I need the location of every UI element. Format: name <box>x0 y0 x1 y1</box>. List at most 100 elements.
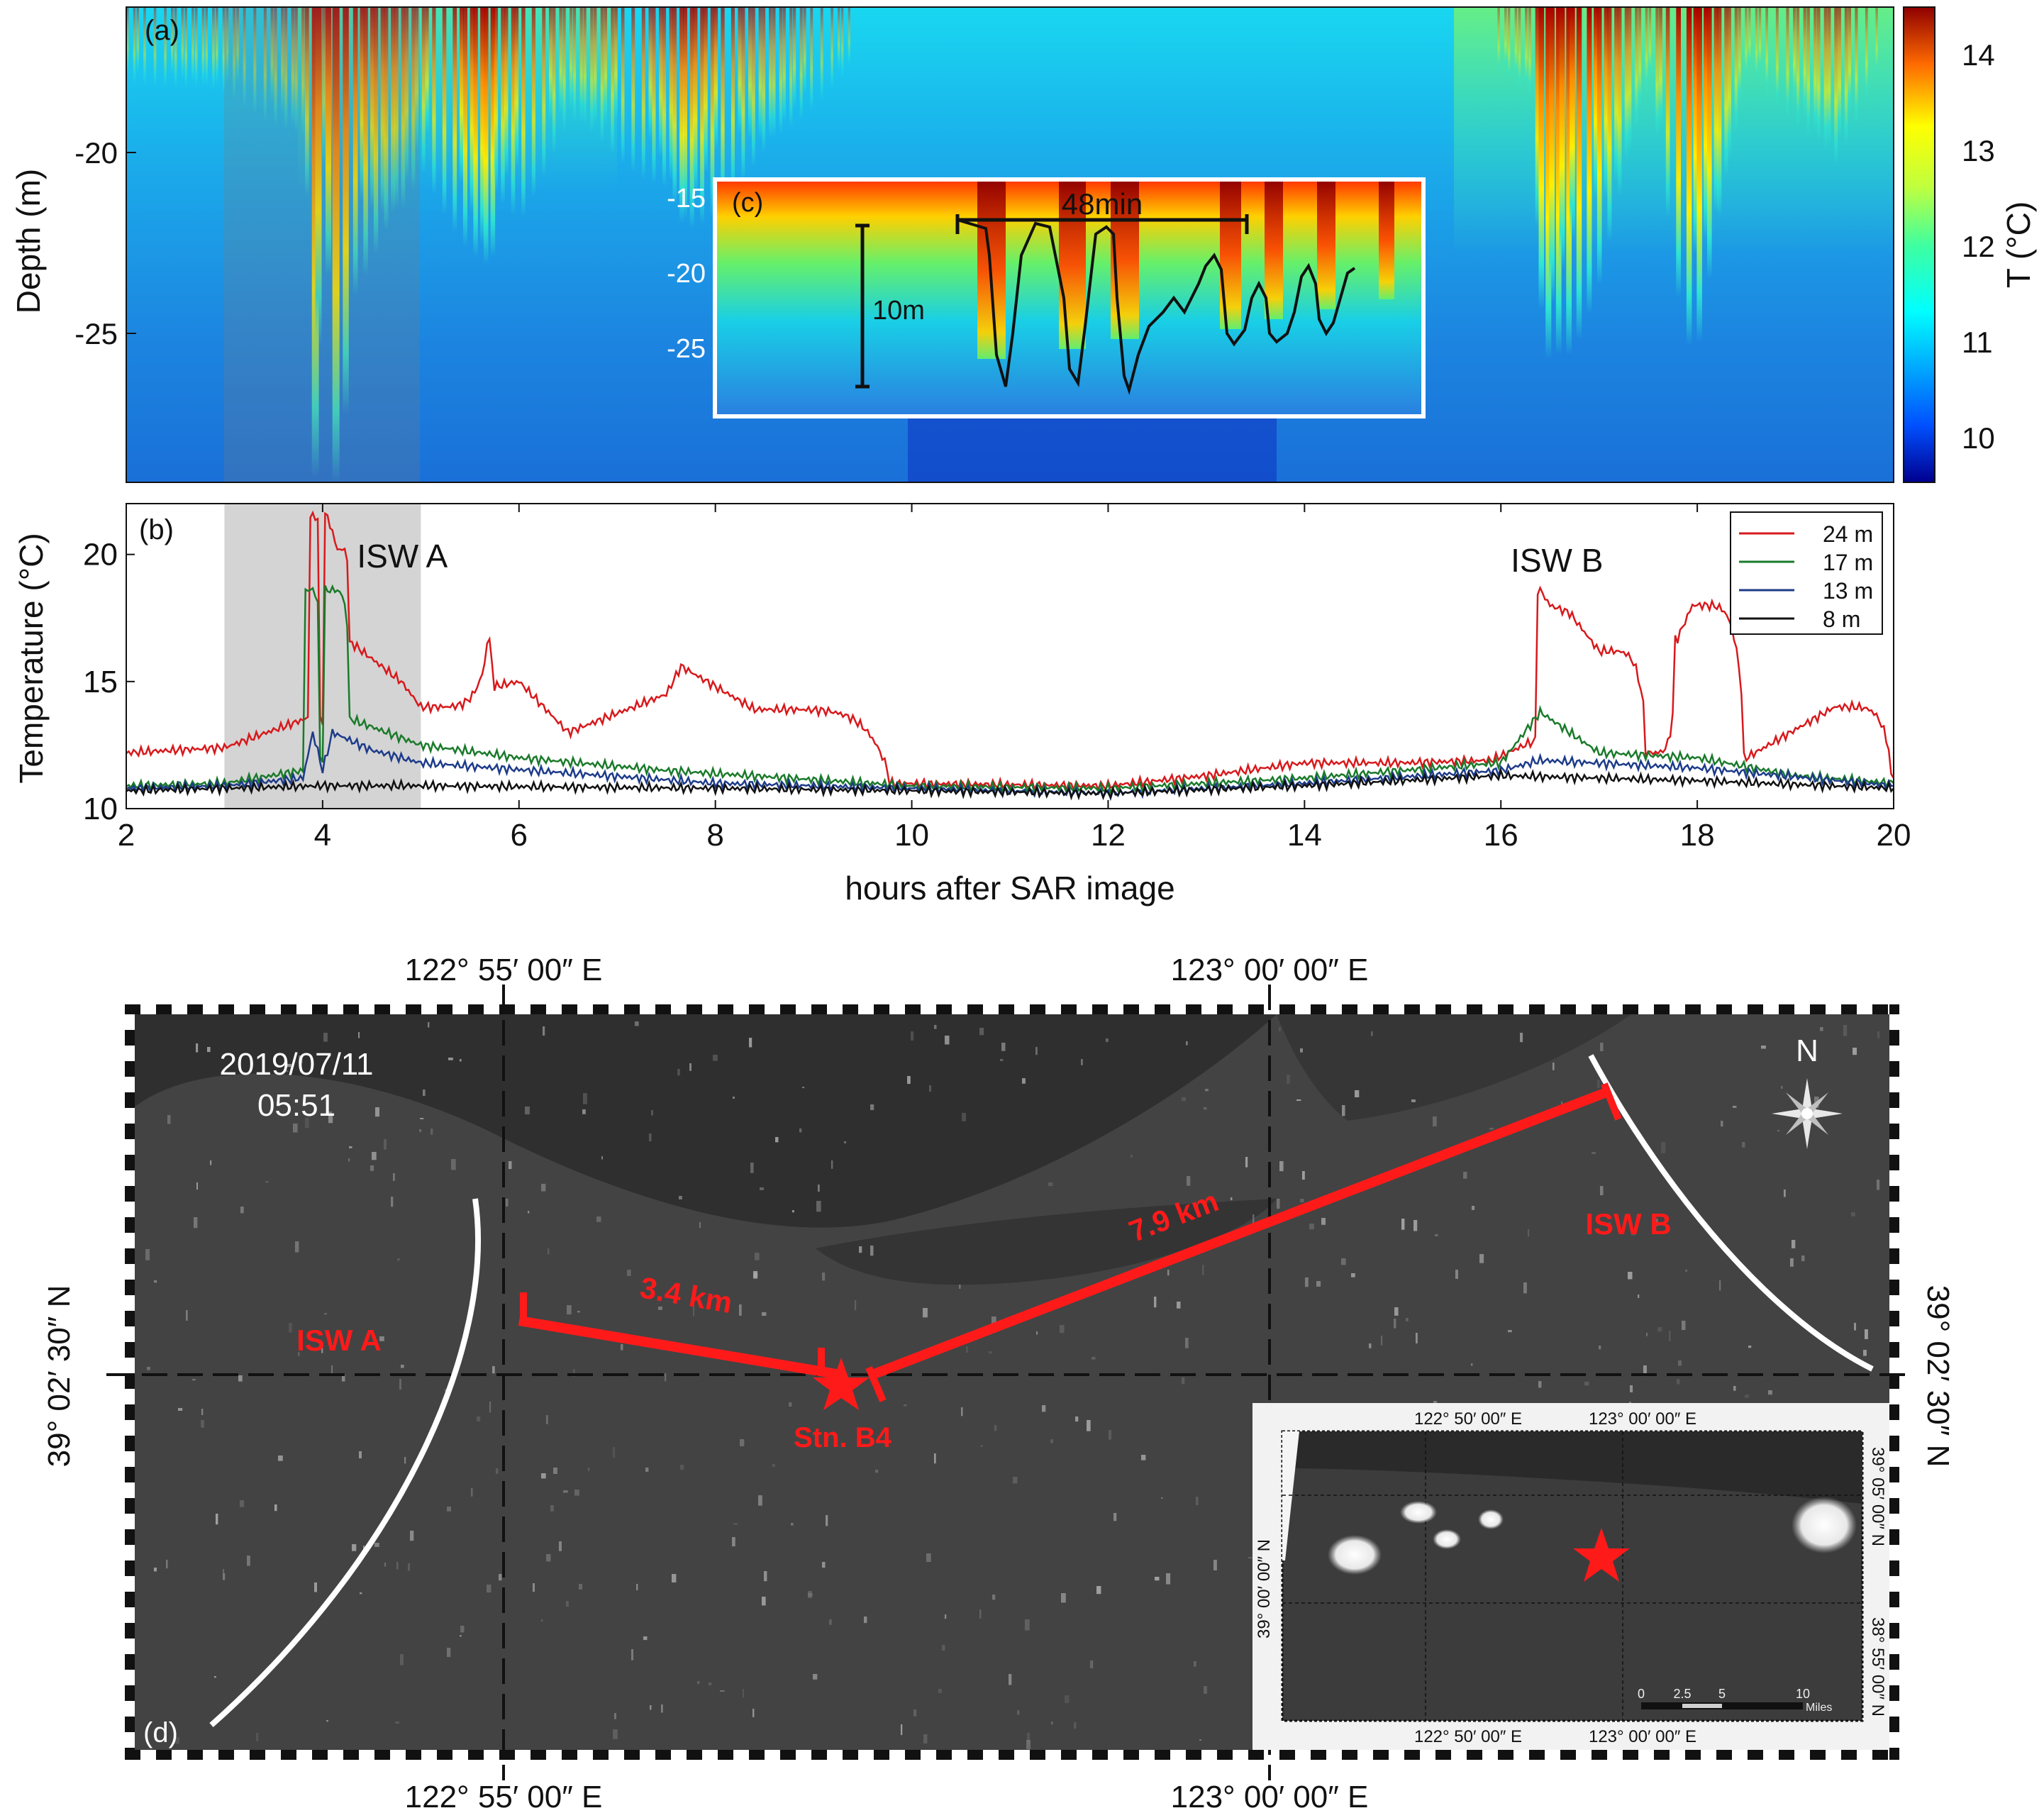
heatmap-streak <box>452 7 457 232</box>
heatmap-streak <box>803 7 806 95</box>
sar-speckle-dot <box>923 1308 928 1318</box>
sar-speckle-dot <box>945 1614 947 1619</box>
inset-c-warm-intrusion <box>1265 182 1283 319</box>
sar-speckle-dot <box>750 1163 754 1173</box>
heatmap-streak <box>1628 7 1632 152</box>
sar-speckle-dot <box>1609 1222 1611 1225</box>
heatmap-streak <box>1497 7 1500 75</box>
sar-speckle-dot <box>989 1351 993 1354</box>
heatmap-streak <box>1717 7 1722 217</box>
sar-speckle-dot <box>1300 1048 1303 1053</box>
sar-speckle-dot <box>1630 1385 1633 1392</box>
sar-speckle-dot <box>1369 1343 1372 1348</box>
heatmap-streak <box>683 7 687 218</box>
heatmap-streak <box>693 7 698 196</box>
sar-speckle-dot <box>147 1367 150 1370</box>
sar-speckle-dot <box>1167 1270 1170 1276</box>
sar-speckle-dot <box>567 1305 572 1315</box>
sar-speckle-dot <box>1027 1733 1031 1743</box>
sar-speckle-dot <box>1182 1097 1187 1102</box>
sar-speckle-dot <box>1790 1258 1794 1267</box>
heatmap-streak <box>294 7 298 132</box>
sar-speckle-dot <box>1087 1420 1091 1431</box>
sar-speckle-dot <box>1721 1121 1723 1127</box>
overview-scale-tick-25: 2.5 <box>1673 1687 1691 1701</box>
colorbar-tick-12: 12 <box>1962 230 1995 263</box>
heatmap-streaks <box>126 7 1878 482</box>
heatmap-streak <box>222 7 226 92</box>
sar-speckle-dot <box>677 1069 680 1076</box>
sar-speckle-dot <box>238 1375 243 1382</box>
sar-speckle-dot <box>175 1737 180 1744</box>
sar-speckle-dot <box>1628 1272 1633 1280</box>
sar-speckle-dot <box>1279 1027 1281 1032</box>
sar-speckle-dot <box>323 1033 328 1042</box>
heatmap-streak <box>284 7 288 130</box>
sar-speckle-dot <box>154 1568 157 1572</box>
sar-speckle-dot <box>961 1407 963 1416</box>
sar-speckle-dot <box>360 1592 362 1595</box>
heatmap-streak <box>1570 7 1575 239</box>
sar-speckle-dot <box>1413 1220 1418 1231</box>
sar-speckle-dot <box>289 1323 292 1333</box>
b-ytick-label-10: 10 <box>83 792 118 826</box>
sar-speckle-dot <box>293 1124 298 1133</box>
sar-speckle-dot <box>1406 1318 1409 1321</box>
heatmap-streak <box>1549 7 1555 303</box>
sar-speckle-dot <box>533 1583 535 1592</box>
heatmap-streak <box>326 7 332 276</box>
heatmap-streak <box>1704 7 1709 239</box>
sar-speckle-dot <box>541 1619 543 1622</box>
sar-speckle-dot <box>818 1185 820 1192</box>
sar-speckle-dot <box>328 1111 333 1116</box>
heatmap-streak <box>480 7 485 244</box>
sar-speckle-dot <box>1205 1089 1209 1092</box>
sar-speckle-dot <box>1678 1360 1682 1366</box>
sar-speckle-dot <box>420 1118 424 1119</box>
sar-speckle-dot <box>934 1025 937 1029</box>
overview-lon-top-1: 122° 50′ 00″ E <box>1414 1409 1522 1429</box>
sar-speckle-dot <box>913 1709 917 1717</box>
heatmap-streak <box>460 7 464 183</box>
heatmap-streak <box>184 7 187 89</box>
heatmap-streak <box>174 7 177 89</box>
sar-speckle-dot <box>223 1573 226 1580</box>
sar-speckle-dot <box>579 1584 583 1590</box>
heatmap-streak <box>1793 7 1796 102</box>
heatmap-streak <box>394 7 399 207</box>
sar-speckle-dot <box>1051 1721 1053 1725</box>
sar-speckle-dot <box>295 1241 299 1253</box>
heatmap-streak <box>552 7 556 155</box>
sar-speckle-dot <box>661 1704 663 1713</box>
sar-speckle-dot <box>1643 1365 1647 1377</box>
sar-speckle-dot <box>829 1619 832 1625</box>
heatmap-streak <box>600 7 604 144</box>
heatmap-streak <box>143 7 146 87</box>
sar-speckle-dot <box>1060 1325 1065 1334</box>
sar-speckle-dot <box>758 1495 762 1506</box>
heatmap-streak <box>1758 7 1762 74</box>
sar-speckle-dot <box>1553 1063 1555 1070</box>
sar-speckle-dot <box>375 1107 379 1117</box>
sar-speckle-dot <box>352 1544 357 1551</box>
sar-speckle-dot <box>286 1070 289 1072</box>
heatmap-streak <box>1504 7 1507 71</box>
heatmap-streak <box>594 7 597 125</box>
sar-speckle-dot <box>1381 1336 1383 1346</box>
colorbar-tick-14: 14 <box>1962 38 1995 72</box>
sar-speckle-dot <box>720 1690 725 1692</box>
isw-b-front <box>1588 1054 1874 1372</box>
overview-station-star-icon <box>1573 1528 1630 1582</box>
map-isw-b-label: ISW B <box>1585 1207 1671 1241</box>
sar-speckle-dot <box>1685 1270 1688 1272</box>
sar-speckle-dot <box>1863 1350 1867 1356</box>
colorbar <box>1903 6 1935 483</box>
heatmap-streak <box>1728 7 1731 159</box>
heatmap-streak <box>1724 7 1728 177</box>
sar-speckle-dot <box>650 1705 652 1710</box>
sar-speckle-dot <box>1761 1046 1766 1049</box>
sar-speckle-dot <box>331 1365 333 1375</box>
heatmap-streak <box>1635 7 1638 129</box>
heatmap-streak <box>758 7 762 139</box>
heatmap-streak <box>126 7 129 76</box>
